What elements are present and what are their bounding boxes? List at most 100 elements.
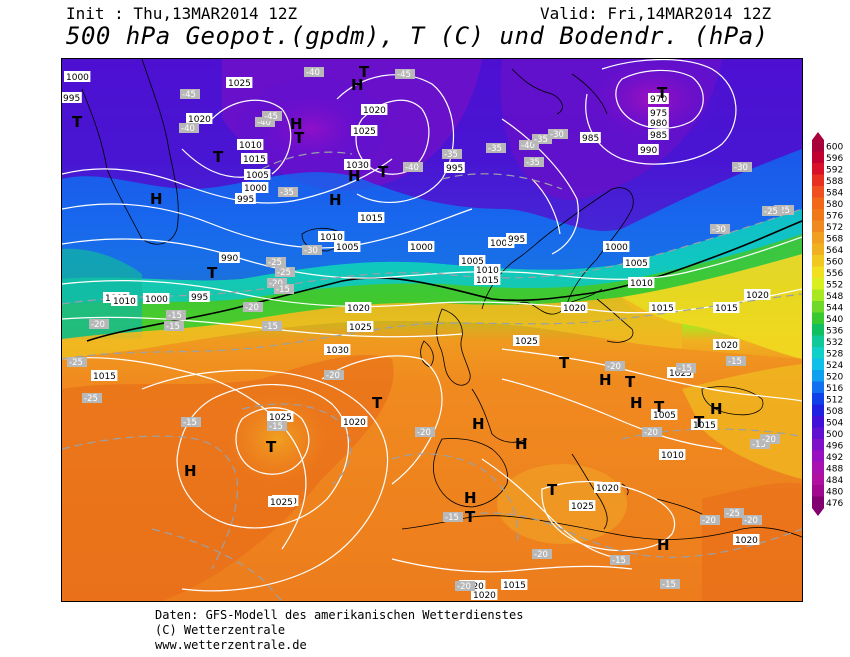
temperature-label-box [532, 134, 552, 144]
temperature-label: -25 [277, 268, 291, 278]
temperature-label: -30 [734, 163, 748, 173]
isobar-label: 1015 [93, 372, 116, 382]
temperature-label: -35 [526, 158, 540, 168]
temperature-label-box [442, 149, 462, 159]
colorbar-tick-label: 536 [826, 326, 843, 336]
colorbar-swatch [812, 416, 824, 428]
colorbar-swatch [812, 186, 824, 198]
website-label: www.wetterzentrale.de [155, 638, 307, 652]
colorbar-tick-label: 576 [826, 211, 843, 221]
colorbar-swatch [812, 232, 824, 244]
colorbar-swatch [812, 358, 824, 371]
temperature-label-box [760, 434, 780, 444]
colorbar-swatch [812, 496, 824, 509]
colorbar-swatch [812, 462, 824, 474]
temperature-label: -20 [326, 371, 340, 381]
isobar-label: 1000 [605, 243, 628, 253]
isobar-label: 1000 [66, 73, 89, 83]
colorbar-tick-label: 500 [826, 430, 843, 440]
isobar-label-box [62, 92, 82, 103]
colorbar-tick-label: 524 [826, 361, 843, 371]
temperature-label-box [455, 581, 475, 591]
isobar-label: 1025 [669, 369, 692, 379]
temperature-label: -40 [257, 118, 271, 128]
colorbar-tick-label: 488 [826, 464, 843, 474]
temperature-label: -20 [762, 435, 776, 445]
temperature-label: -15 [662, 580, 676, 590]
isobar-label-box [241, 153, 268, 164]
pressure-center-marker: H [515, 435, 528, 453]
isobar-label-box [501, 579, 528, 590]
pressure-center-marker: H [290, 115, 303, 133]
colorbar-tick-label: 572 [826, 223, 843, 233]
colorbar-tick-label: 600 [826, 142, 843, 152]
pressure-center-marker: T [266, 438, 277, 456]
temperature-label: -15 [678, 364, 692, 374]
isobar-label: 1005 [625, 259, 648, 269]
isobar-label-box [219, 252, 240, 263]
colorbar-swatch [812, 393, 824, 405]
isobar-label-box [649, 302, 676, 313]
colorbar-swatch [812, 197, 824, 210]
colorbar-swatch [812, 370, 824, 382]
pressure-center-marker: T [207, 264, 218, 282]
pressure-center-marker: T [378, 163, 389, 181]
temperature-label-box [532, 549, 552, 559]
temperature-label-box [89, 319, 109, 329]
colorbar-swatch [812, 174, 824, 187]
temperature-label: -15 [612, 556, 626, 566]
isobar-label-box [691, 419, 718, 430]
isobar-label-box [648, 117, 669, 128]
isobar-label-box [471, 589, 498, 600]
pressure-center-marker: H [348, 167, 361, 185]
temperature-label: -25 [764, 207, 778, 217]
isobar-label-box [651, 409, 678, 420]
isobar-label-box [324, 344, 351, 355]
isobar-label: 1020 [596, 484, 619, 494]
temperature-label: -35 [444, 150, 458, 160]
temperature-label: -30 [304, 246, 318, 256]
isobar-label-box [361, 104, 388, 115]
colorbar-swatch [812, 485, 824, 497]
isobar-label: 1015 [360, 214, 383, 224]
colorbar-tick-label: 508 [826, 407, 843, 417]
isobar-label-box [623, 257, 650, 268]
temperature-label-box [82, 393, 102, 403]
isobar-label-box [603, 241, 630, 252]
isobar-label-box [648, 93, 669, 104]
temperature-label: -20 [417, 428, 431, 438]
isobar-label: 1025 [228, 79, 251, 89]
temperature-label-box [642, 427, 662, 437]
footer: Daten: GFS-Modell des amerikanischen Wet… [155, 608, 523, 653]
temperature-label: -25 [69, 358, 83, 368]
isobar-label-box [713, 302, 740, 313]
temperature-label-box [180, 89, 200, 99]
temperature-label: -20 [91, 320, 105, 330]
colorbar-tick-label: 584 [826, 188, 843, 198]
isobar-label: 985 [650, 131, 667, 141]
temperature-label: -40 [521, 141, 535, 151]
isobar-label-box [226, 77, 253, 88]
isobar-label-box [64, 71, 91, 82]
pressure-center-marker: T [465, 508, 476, 526]
temperature-label: -20 [702, 516, 716, 526]
data-source-label: Daten: GFS-Modell des amerikanischen Wet… [155, 608, 524, 622]
colorbar-tick-label: 492 [826, 453, 843, 463]
pressure-center-marker: H [657, 536, 670, 554]
pressure-center-marker: T [294, 129, 305, 147]
colorbar-top-arrow [812, 132, 824, 140]
temperature-label-box [275, 267, 295, 277]
colorbar-tick-label: 588 [826, 177, 843, 187]
temperature-label: -40 [405, 163, 419, 173]
temperature-label: -25 [84, 394, 98, 404]
colorbar-tick-label: 548 [826, 292, 843, 302]
isobar-label: 995 [237, 195, 254, 205]
isobar-label: 970 [650, 95, 667, 105]
isobar-label-box [91, 370, 118, 381]
contour-552 [86, 220, 802, 342]
temperature-label-box [324, 370, 344, 380]
temperature-label: -20 [245, 303, 259, 313]
temperature-label-box [395, 69, 415, 79]
colorbar-swatch [812, 312, 824, 325]
temperature-label-box [676, 363, 696, 373]
